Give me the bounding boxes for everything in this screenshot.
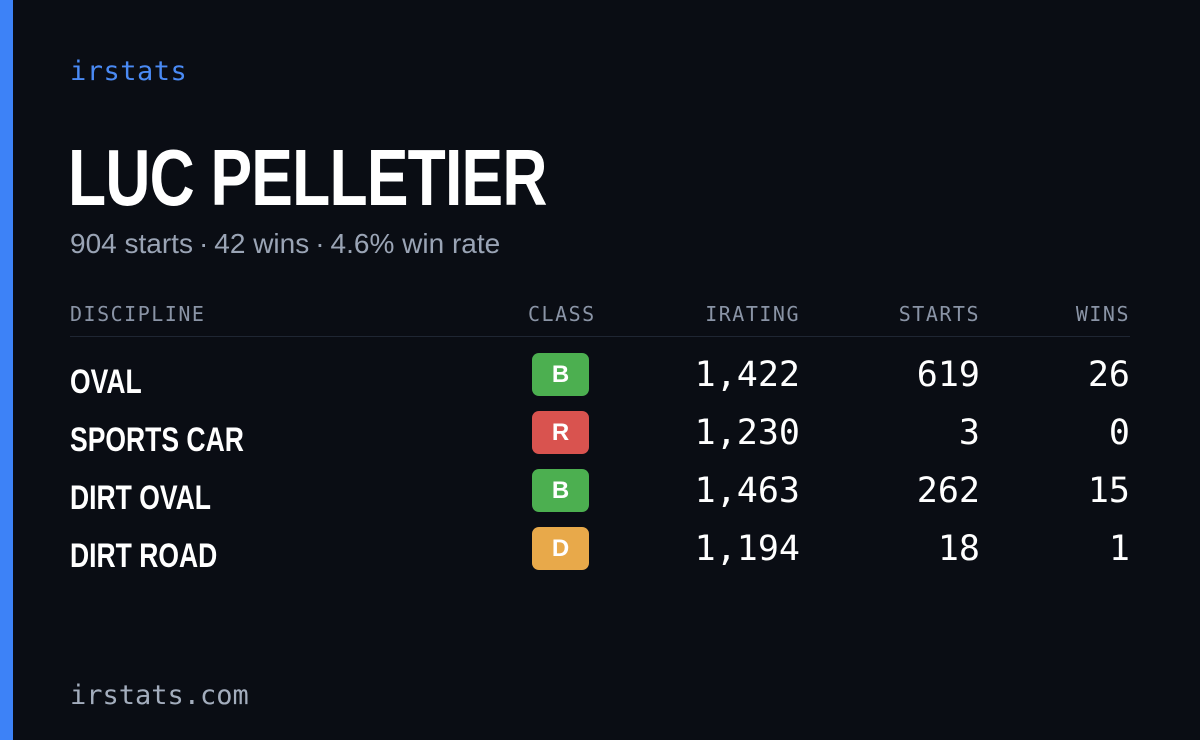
row-discipline: SPORTS CAR: [70, 421, 244, 459]
header-class: CLASS: [528, 302, 596, 326]
row-discipline: DIRT ROAD: [70, 537, 218, 575]
row-irating: 1,422: [694, 355, 800, 395]
class-badge: D: [532, 527, 589, 570]
row-wins: 15: [1087, 471, 1130, 511]
row-starts: 3: [958, 413, 980, 453]
table-row: DIRT ROAD D 1,194 18 1: [70, 527, 1130, 585]
table-header: DISCIPLINE CLASS IRATING STARTS WINS: [70, 296, 1130, 337]
row-discipline: OVAL: [70, 363, 142, 401]
summary-win-rate: 4.6% win rate: [330, 228, 501, 259]
driver-summary: 904 starts · 42 wins · 4.6% win rate: [70, 228, 500, 260]
table-row: SPORTS CAR R 1,230 3 0: [70, 411, 1130, 469]
discipline-table: DISCIPLINE CLASS IRATING STARTS WINS OVA…: [70, 296, 1130, 585]
row-discipline: DIRT OVAL: [70, 479, 211, 517]
class-badge: R: [532, 411, 589, 454]
driver-name: LUC PELLETIER: [68, 133, 547, 222]
summary-wins: 42 wins: [214, 228, 310, 259]
row-irating: 1,194: [694, 529, 800, 569]
row-wins: 26: [1087, 355, 1130, 395]
header-discipline: DISCIPLINE: [70, 302, 206, 326]
row-wins: 1: [1108, 529, 1130, 569]
brand-logo-text: irstats: [70, 56, 188, 87]
table-body: OVAL B 1,422 619 26 SPORTS CAR R 1,230 3…: [70, 353, 1130, 585]
summary-separator: ·: [315, 228, 325, 259]
row-wins: 0: [1108, 413, 1130, 453]
header-wins: WINS: [1075, 302, 1130, 326]
row-starts: 619: [916, 355, 980, 395]
summary-starts: 904 starts: [70, 228, 193, 259]
summary-separator: ·: [198, 228, 209, 259]
row-irating: 1,463: [694, 471, 800, 511]
footer-url: irstats.com: [70, 680, 249, 711]
accent-bar: [0, 0, 13, 740]
class-badge: B: [532, 353, 589, 396]
row-irating: 1,230: [694, 413, 800, 453]
class-badge: B: [532, 469, 589, 512]
row-starts: 18: [937, 529, 980, 569]
row-starts: 262: [916, 471, 980, 511]
table-row: DIRT OVAL B 1,463 262 15: [70, 469, 1130, 527]
table-row: OVAL B 1,422 619 26: [70, 353, 1130, 411]
header-irating: IRATING: [705, 302, 800, 326]
header-starts: STARTS: [898, 302, 980, 326]
